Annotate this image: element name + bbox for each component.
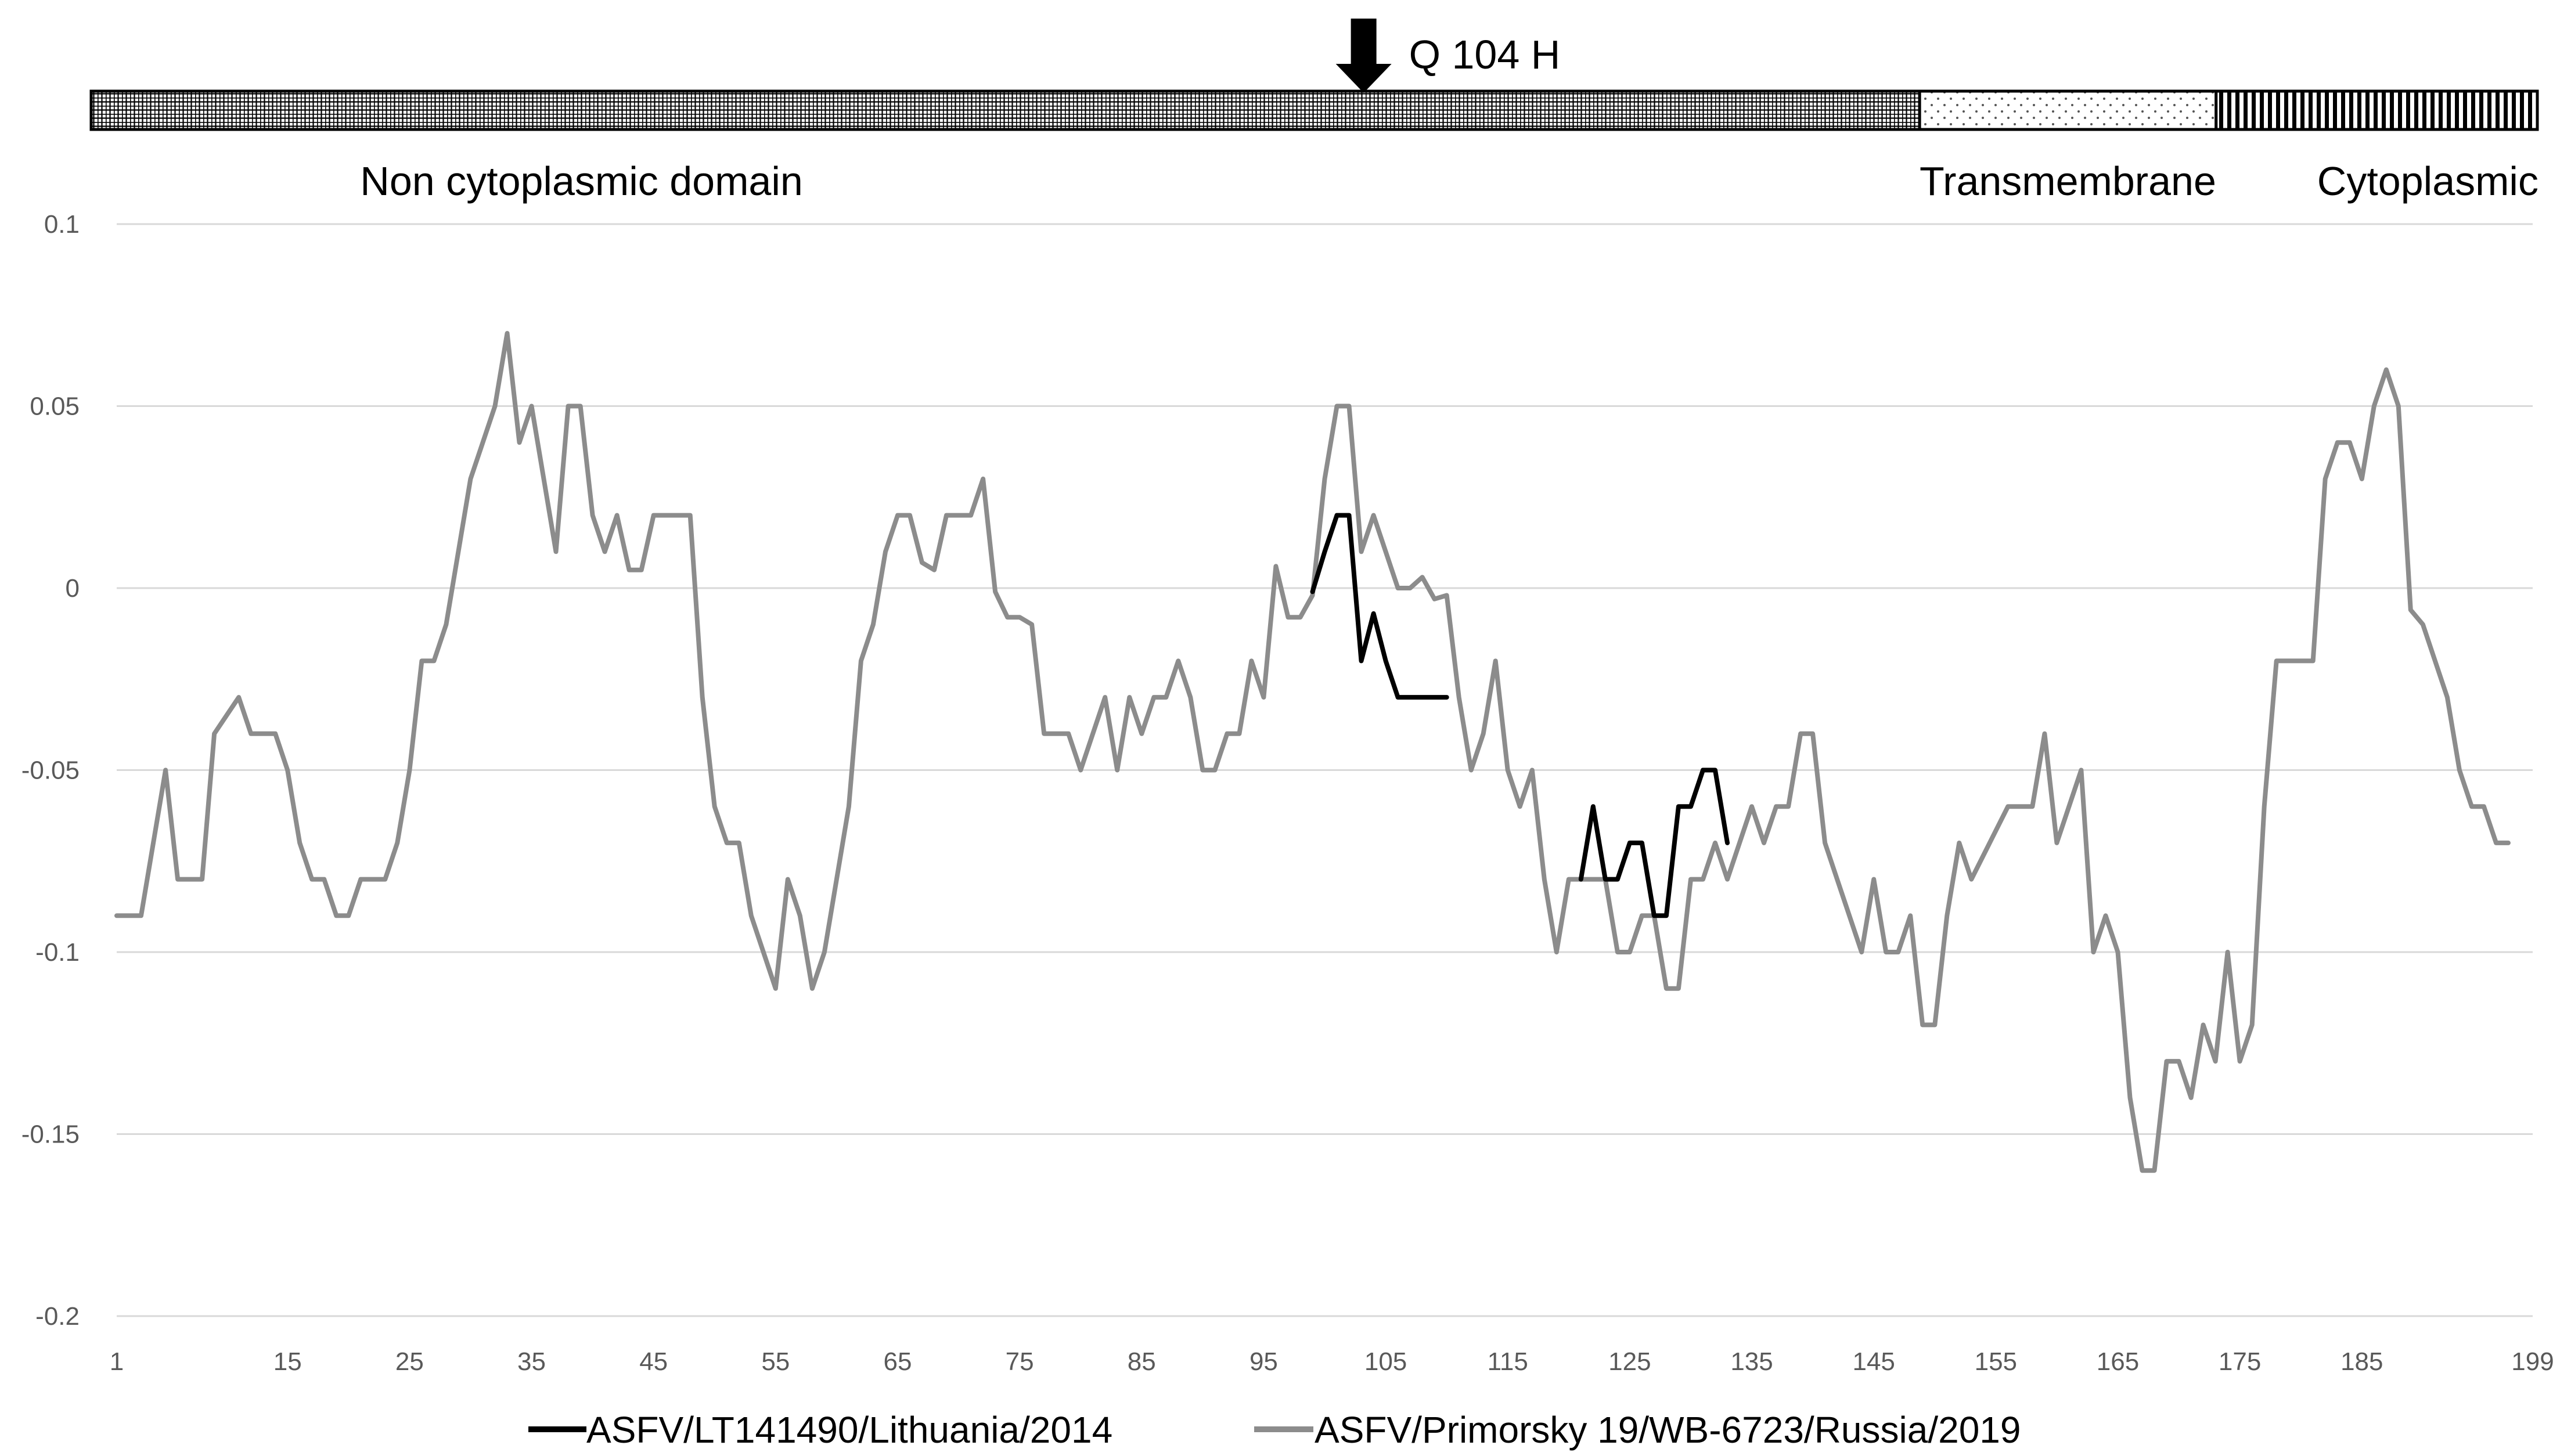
domain-segment-0 [89, 89, 1921, 131]
domain-segment-1 [1918, 89, 2218, 131]
x-tick-label-11: 115 [1488, 1347, 1528, 1376]
mutation-label: Q 104 H [1409, 32, 1561, 77]
domain-region-labels: Non cytoplasmic domain Transmembrane Cytop… [360, 158, 2538, 204]
x-tick-label-18: 185 [2340, 1347, 2383, 1376]
x-tick-label-8: 85 [1128, 1347, 1156, 1376]
y-tick-label-3: -0.05 [21, 756, 80, 785]
legend-label-lithuania: ASFV/LT141490/Lithuania/2014 [586, 1409, 1112, 1451]
series-line-lithuania-1 [1578, 767, 1730, 918]
x-tick-label-14: 145 [1852, 1347, 1895, 1376]
x-tick-label-3: 35 [517, 1347, 546, 1376]
x-tick-label-10: 105 [1364, 1347, 1407, 1376]
y-tick-label-0: 0.1 [44, 210, 80, 239]
x-tick-label-6: 65 [883, 1347, 912, 1376]
mutation-arrow-icon [1335, 19, 1392, 93]
y-tick-label-1: 0.05 [30, 392, 80, 421]
x-tick-label-17: 175 [2219, 1347, 2261, 1376]
y-axis-tick-labels: 0.1 0.05 0 -0.05 -0.1 -0.15 -0.2 [21, 210, 80, 1331]
y-tick-label-4: -0.1 [35, 938, 80, 967]
x-tick-label-5: 55 [761, 1347, 790, 1376]
domain-label-2: Cytoplasmic [2317, 158, 2538, 204]
x-tick-label-15: 155 [1975, 1347, 2017, 1376]
x-tick-label-1: 15 [273, 1347, 302, 1376]
x-tick-label-4: 45 [639, 1347, 668, 1376]
x-tick-label-16: 165 [2097, 1347, 2139, 1376]
x-tick-label-13: 135 [1730, 1347, 1773, 1376]
series-line-lithuania-0 [1310, 513, 1449, 700]
domain-label-1: Transmembrane [1920, 158, 2216, 204]
y-tick-label-6: -0.2 [35, 1302, 80, 1331]
legend-label-primorsky: ASFV/Primorsky 19/WB-6723/Russia/2019 [1315, 1409, 2021, 1451]
x-tick-label-7: 75 [1006, 1347, 1034, 1376]
x-tick-label-0: 1 [110, 1347, 124, 1376]
x-tick-label-2: 25 [395, 1347, 424, 1376]
x-tick-label-12: 125 [1608, 1347, 1651, 1376]
legend: ASFV/LT141490/Lithuania/2014 ASFV/Primor… [528, 1409, 2021, 1451]
x-axis-tick-labels: 1 15 25 35 45 55 65 75 85 95 105 115 125 135 145 155 165… [110, 1347, 2554, 1376]
y-tick-label-2: 0 [66, 574, 80, 603]
x-tick-label-19: 199 [2511, 1347, 2554, 1376]
domain-label-0: Non cytoplasmic domain [360, 158, 803, 204]
mutation-annotation: Q 104 H [1335, 19, 1561, 93]
series-line-primorsky [114, 331, 2511, 1173]
series-lines [114, 331, 2511, 1173]
protein-domain-bar [89, 89, 2539, 131]
y-tick-label-5: -0.15 [21, 1120, 80, 1149]
gridlines [117, 223, 2533, 1317]
x-tick-label-9: 95 [1250, 1347, 1278, 1376]
domain-segment-2 [2214, 89, 2539, 131]
